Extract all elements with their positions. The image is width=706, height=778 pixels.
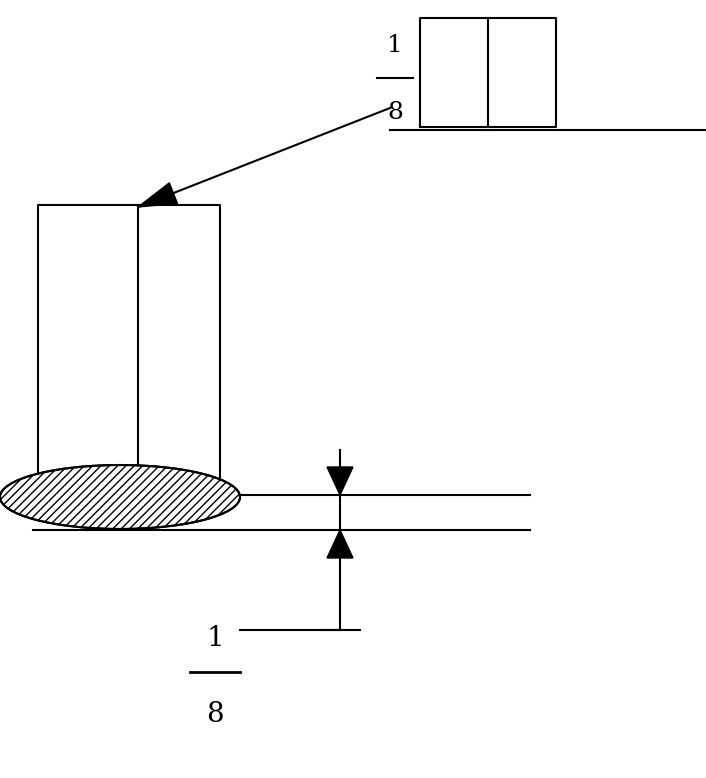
Text: 8: 8 [206, 702, 224, 728]
Ellipse shape [0, 465, 240, 529]
FancyArrow shape [327, 530, 353, 566]
FancyArrow shape [327, 459, 353, 495]
Text: 1: 1 [206, 625, 224, 651]
Polygon shape [138, 183, 177, 207]
Text: 1: 1 [387, 33, 403, 57]
Text: 8: 8 [387, 100, 403, 124]
